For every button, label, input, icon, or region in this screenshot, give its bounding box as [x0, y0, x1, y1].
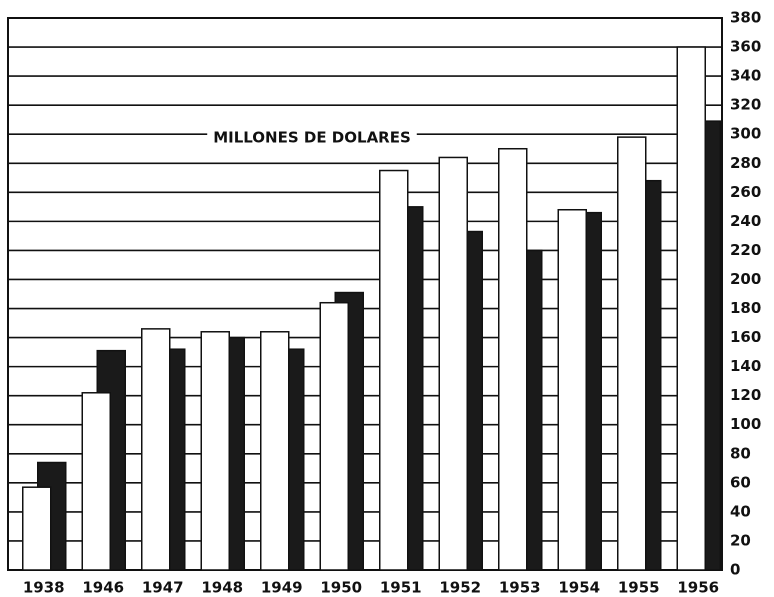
y-tick-label: 380 [730, 9, 761, 27]
x-tick-label: 1954 [558, 579, 600, 597]
x-tick-label: 1955 [618, 579, 660, 597]
x-tick-label: 1952 [439, 579, 481, 597]
bar [81, 392, 111, 571]
bar [557, 208, 587, 571]
x-tick-label: 1948 [201, 579, 243, 597]
bar [319, 301, 349, 571]
y-tick-label: 80 [730, 444, 751, 462]
y-tick-label: 60 [730, 473, 751, 491]
y-tick-label: 160 [730, 328, 761, 346]
y-tick-label: 300 [730, 125, 761, 143]
bar [260, 331, 290, 571]
bar [141, 328, 171, 571]
bar [200, 331, 230, 571]
x-tick-label: 1956 [677, 579, 719, 597]
x-tick-label: 1951 [380, 579, 422, 597]
y-tick-label: 0 [730, 561, 740, 579]
x-tick-label: 1946 [82, 579, 124, 597]
annotation: MILLONES DE DOLARES [213, 129, 411, 147]
plot-frame [7, 17, 723, 571]
x-tick-label: 1953 [499, 579, 541, 597]
y-tick-label: 240 [730, 212, 761, 230]
y-tick-label: 200 [730, 270, 761, 288]
y-tick-label: 140 [730, 357, 761, 375]
y-tick-label: 220 [730, 241, 761, 259]
x-tick-label: 1938 [23, 579, 65, 597]
y-tick-label: 320 [730, 96, 761, 114]
bar [438, 156, 468, 571]
bar [22, 486, 52, 571]
y-tick-label: 340 [730, 67, 761, 85]
bar [617, 136, 647, 571]
y-tick-label: 20 [730, 531, 751, 549]
y-tick-label: 280 [730, 154, 761, 172]
annotation-background [207, 126, 417, 149]
bar [498, 147, 528, 571]
x-tick-label: 1950 [320, 579, 362, 597]
x-tick-label: 1949 [261, 579, 303, 597]
y-tick-label: 260 [730, 183, 761, 201]
y-tick-label: 120 [730, 386, 761, 404]
y-tick-label: 100 [730, 415, 761, 433]
bar [676, 46, 706, 571]
bar [379, 169, 409, 571]
x-tick-label: 1947 [142, 579, 184, 597]
y-tick-label: 40 [730, 502, 751, 520]
y-tick-label: 180 [730, 299, 761, 317]
y-tick-label: 360 [730, 38, 761, 56]
